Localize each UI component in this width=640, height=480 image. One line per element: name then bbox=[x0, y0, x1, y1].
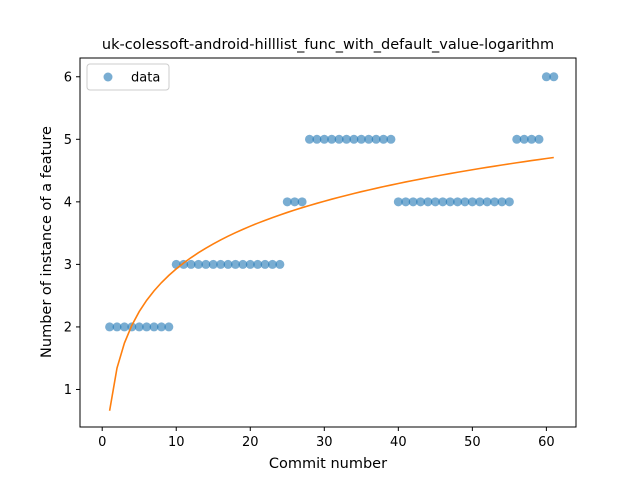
data-point bbox=[423, 197, 433, 207]
data-point bbox=[416, 197, 426, 207]
x-tick-label: 60 bbox=[538, 435, 555, 450]
data-point bbox=[430, 197, 440, 207]
data-point bbox=[312, 134, 322, 144]
data-point bbox=[549, 72, 559, 82]
data-point bbox=[230, 259, 240, 269]
data-point bbox=[223, 259, 233, 269]
chart-title: uk-colessoft-android-hilllist_func_with_… bbox=[102, 37, 554, 53]
y-tick-label: 1 bbox=[64, 383, 72, 398]
data-point bbox=[149, 322, 159, 332]
data-point bbox=[497, 197, 507, 207]
data-point bbox=[401, 197, 411, 207]
x-tick-label: 40 bbox=[390, 435, 407, 450]
x-tick-label: 30 bbox=[316, 435, 333, 450]
x-tick-label: 0 bbox=[98, 435, 106, 450]
legend: data bbox=[86, 63, 170, 91]
data-point bbox=[482, 197, 492, 207]
y-tick-label: 6 bbox=[64, 70, 72, 85]
data-point bbox=[379, 134, 389, 144]
data-point bbox=[334, 134, 344, 144]
data-point bbox=[467, 197, 477, 207]
legend-box bbox=[86, 63, 170, 91]
legend-label-data: data bbox=[131, 71, 160, 86]
x-tick-label: 20 bbox=[242, 435, 259, 450]
data-point bbox=[253, 259, 263, 269]
data-point bbox=[327, 134, 337, 144]
data-point bbox=[238, 259, 248, 269]
data-point bbox=[364, 134, 374, 144]
data-point bbox=[519, 134, 529, 144]
data-point bbox=[541, 72, 551, 82]
data-point bbox=[534, 134, 544, 144]
y-tick-label: 3 bbox=[64, 258, 72, 273]
data-point bbox=[490, 197, 500, 207]
data-point bbox=[304, 134, 314, 144]
data-point bbox=[216, 259, 226, 269]
plot-area bbox=[105, 72, 559, 411]
x-tick-label: 10 bbox=[168, 435, 185, 450]
data-point bbox=[193, 259, 203, 269]
y-tick-label: 5 bbox=[64, 133, 72, 148]
legend-marker-data bbox=[103, 72, 113, 82]
data-point bbox=[112, 322, 122, 332]
data-point bbox=[142, 322, 152, 332]
data-point bbox=[460, 197, 470, 207]
data-point bbox=[260, 259, 270, 269]
data-point bbox=[105, 322, 115, 332]
data-point bbox=[297, 197, 307, 207]
data-point bbox=[156, 322, 166, 332]
data-point bbox=[164, 322, 174, 332]
data-point bbox=[512, 134, 522, 144]
data-point bbox=[201, 259, 211, 269]
data-point bbox=[342, 134, 352, 144]
data-point bbox=[453, 197, 463, 207]
data-point bbox=[527, 134, 537, 144]
axes-frame bbox=[79, 57, 577, 428]
data-point bbox=[319, 134, 329, 144]
x-axis: 0 10 20 30 40 50 60 bbox=[98, 427, 555, 450]
data-point bbox=[245, 259, 255, 269]
x-axis-label: Commit number bbox=[269, 456, 387, 472]
data-point bbox=[134, 322, 144, 332]
data-point bbox=[371, 134, 381, 144]
y-tick-label: 2 bbox=[64, 320, 72, 335]
data-point bbox=[290, 197, 300, 207]
data-point bbox=[438, 197, 448, 207]
fit-line bbox=[108, 156, 554, 411]
x-tick-label: 50 bbox=[464, 435, 481, 450]
data-point bbox=[208, 259, 218, 269]
data-point bbox=[119, 322, 129, 332]
data-point bbox=[267, 259, 277, 269]
data-point bbox=[275, 259, 285, 269]
data-point bbox=[475, 197, 485, 207]
data-point bbox=[408, 197, 418, 207]
data-point bbox=[282, 197, 292, 207]
y-tick-label: 4 bbox=[64, 195, 72, 210]
y-axis-label: Number of instance of a feature bbox=[39, 126, 55, 358]
data-point bbox=[186, 259, 196, 269]
data-point bbox=[349, 134, 359, 144]
data-point bbox=[504, 197, 514, 207]
data-point bbox=[386, 134, 396, 144]
data-point bbox=[445, 197, 455, 207]
y-axis: 1 2 3 4 5 6 bbox=[64, 70, 80, 398]
data-point bbox=[356, 134, 366, 144]
data-point bbox=[393, 197, 403, 207]
